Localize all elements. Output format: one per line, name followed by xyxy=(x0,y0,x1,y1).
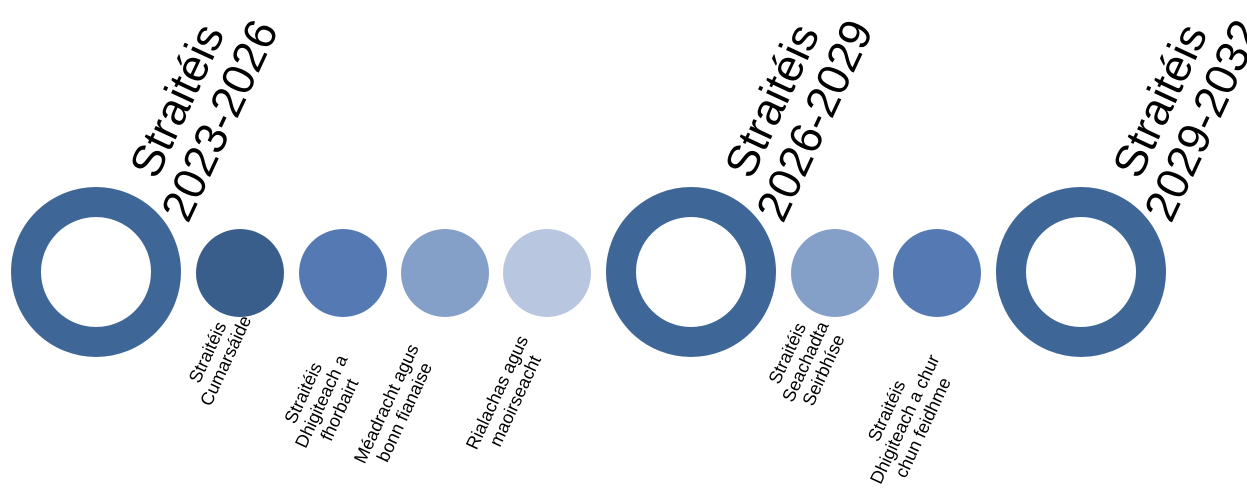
period-title-2023-2026: Straitéis 2023-2026 xyxy=(110,0,288,229)
strategy-dot-governance xyxy=(503,229,591,317)
strategy-label-metrics: Méadracht agus bonn fianaise xyxy=(350,341,437,467)
strategy-label-communications: Straitéis Cumarsáide xyxy=(184,312,256,409)
strategy-dot-metrics xyxy=(401,229,489,317)
strategy-dot-service-delivery xyxy=(791,229,879,317)
strategy-label-governance: Rialachas agus maoirseacht xyxy=(462,332,545,453)
strategy-label-digital-implement: Straitéis Dhigiteach a chur chun feidhme xyxy=(863,351,955,487)
strategy-dot-digital-develop xyxy=(299,229,387,317)
strategy-dot-communications xyxy=(196,229,284,317)
period-title-2026-2029: Straitéis 2026-2029 xyxy=(705,0,883,229)
strategy-label-service-delivery: Straitéis Seachadta Seirbhíse xyxy=(764,318,849,409)
milestone-ring-2023-2026 xyxy=(11,187,181,357)
milestone-ring-2029-2032 xyxy=(996,187,1166,357)
strategy-dot-digital-implement xyxy=(893,229,981,317)
period-title-2029-2032: Straitéis 2029-2032 xyxy=(1093,0,1247,229)
strategy-label-digital-develop: Straitéis Dhigiteach a fhorbairt xyxy=(280,351,363,451)
milestone-ring-2026-2029 xyxy=(606,187,776,357)
